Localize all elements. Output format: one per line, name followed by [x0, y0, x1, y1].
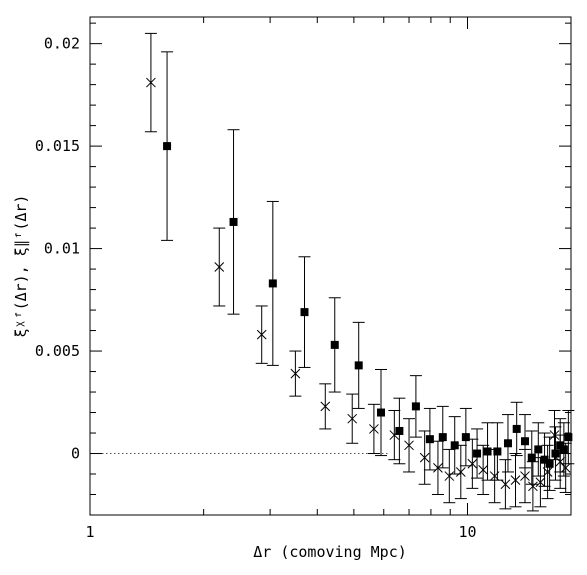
cross-marker: [520, 471, 530, 481]
square-marker: [354, 361, 363, 370]
square-marker: [545, 459, 554, 468]
cross-stroke: [467, 458, 478, 469]
square-marker: [300, 308, 309, 317]
cross-marker: [419, 452, 430, 463]
cross-stroke: [500, 479, 511, 490]
cross-marker: [347, 413, 358, 424]
square-marker: [411, 402, 420, 411]
cross-marker: [489, 471, 500, 481]
square-marker: [483, 447, 492, 456]
square-marker: [268, 279, 277, 288]
cross-marker: [404, 440, 414, 451]
square-marker: [540, 455, 549, 464]
axis-ticks: [89, 17, 571, 516]
y-axis-title: ξᵡᶠ(Δr), ξ∥ᶠ(Δr): [12, 195, 30, 338]
cross-stroke: [549, 430, 560, 440]
cross-marker: [535, 477, 546, 488]
square-marker: [564, 433, 573, 442]
cross-stroke: [419, 452, 430, 463]
cross-stroke: [433, 463, 443, 473]
cross-marker: [444, 471, 455, 481]
cross-marker: [146, 77, 156, 88]
cross-marker: [433, 463, 443, 473]
cross-marker: [256, 329, 267, 340]
cross-marker: [369, 424, 379, 434]
cross-marker: [542, 467, 553, 477]
cross-stroke: [542, 467, 553, 477]
cross-marker: [467, 458, 478, 469]
square-marker: [527, 453, 536, 462]
square-marker: [163, 142, 172, 151]
cross-marker: [500, 479, 511, 490]
cross-stroke: [214, 262, 225, 272]
cross-marker: [560, 463, 571, 473]
square-marker: [559, 445, 568, 454]
square-marker: [520, 437, 529, 446]
plot-frame: [89, 16, 572, 516]
square-marker: [438, 433, 447, 442]
square-marker: [330, 340, 339, 349]
square-marker: [551, 449, 560, 458]
square-marker: [376, 408, 385, 417]
cross-stroke: [489, 471, 500, 481]
cross-stroke: [560, 463, 571, 473]
y-tick-label: 0.02: [44, 35, 80, 53]
cross-marker: [478, 465, 488, 475]
cross-stroke: [146, 77, 156, 88]
cross-stroke: [320, 401, 331, 412]
square-marker: [425, 435, 434, 444]
cross-stroke: [444, 471, 455, 481]
cross-stroke: [535, 477, 546, 488]
square-marker: [493, 447, 502, 456]
square-marker: [534, 445, 543, 454]
cross-stroke: [510, 475, 521, 486]
y-tick-label: 0: [71, 445, 80, 463]
square-marker: [473, 449, 482, 458]
square-marker: [395, 426, 404, 435]
y-tick-label: 0.015: [35, 137, 80, 155]
cross-stroke: [290, 368, 301, 379]
cross-stroke: [347, 413, 358, 424]
cross-marker: [549, 430, 560, 440]
data-markers: [146, 77, 573, 492]
cross-stroke: [520, 471, 530, 481]
square-marker: [503, 439, 512, 448]
square-marker: [229, 217, 238, 226]
square-marker: [450, 441, 459, 450]
cross-marker: [455, 467, 466, 477]
cross-stroke: [404, 440, 414, 451]
cross-stroke: [478, 465, 488, 475]
cross-marker: [290, 368, 301, 379]
square-marker: [461, 433, 470, 442]
y-tick-label: 0.005: [35, 342, 80, 360]
cross-marker: [214, 262, 225, 272]
cross-stroke: [455, 467, 466, 477]
tick-labels: 1 10 0 0.005 0.01 0.015 0.02: [35, 35, 477, 541]
y-tick-label: 0.01: [44, 240, 80, 258]
x-tick-label: 1: [85, 523, 94, 541]
cross-stroke: [256, 329, 267, 340]
square-marker: [556, 441, 565, 450]
cross-stroke: [528, 481, 538, 492]
cross-marker: [510, 475, 521, 486]
square-marker: [512, 424, 521, 433]
cross-stroke: [369, 424, 379, 434]
x-axis-title: Δr (comoving Mpc): [253, 543, 407, 561]
cross-stroke: [555, 456, 566, 467]
cross-marker: [320, 401, 331, 412]
x-tick-label: 10: [458, 523, 476, 541]
cross-marker: [528, 481, 538, 492]
